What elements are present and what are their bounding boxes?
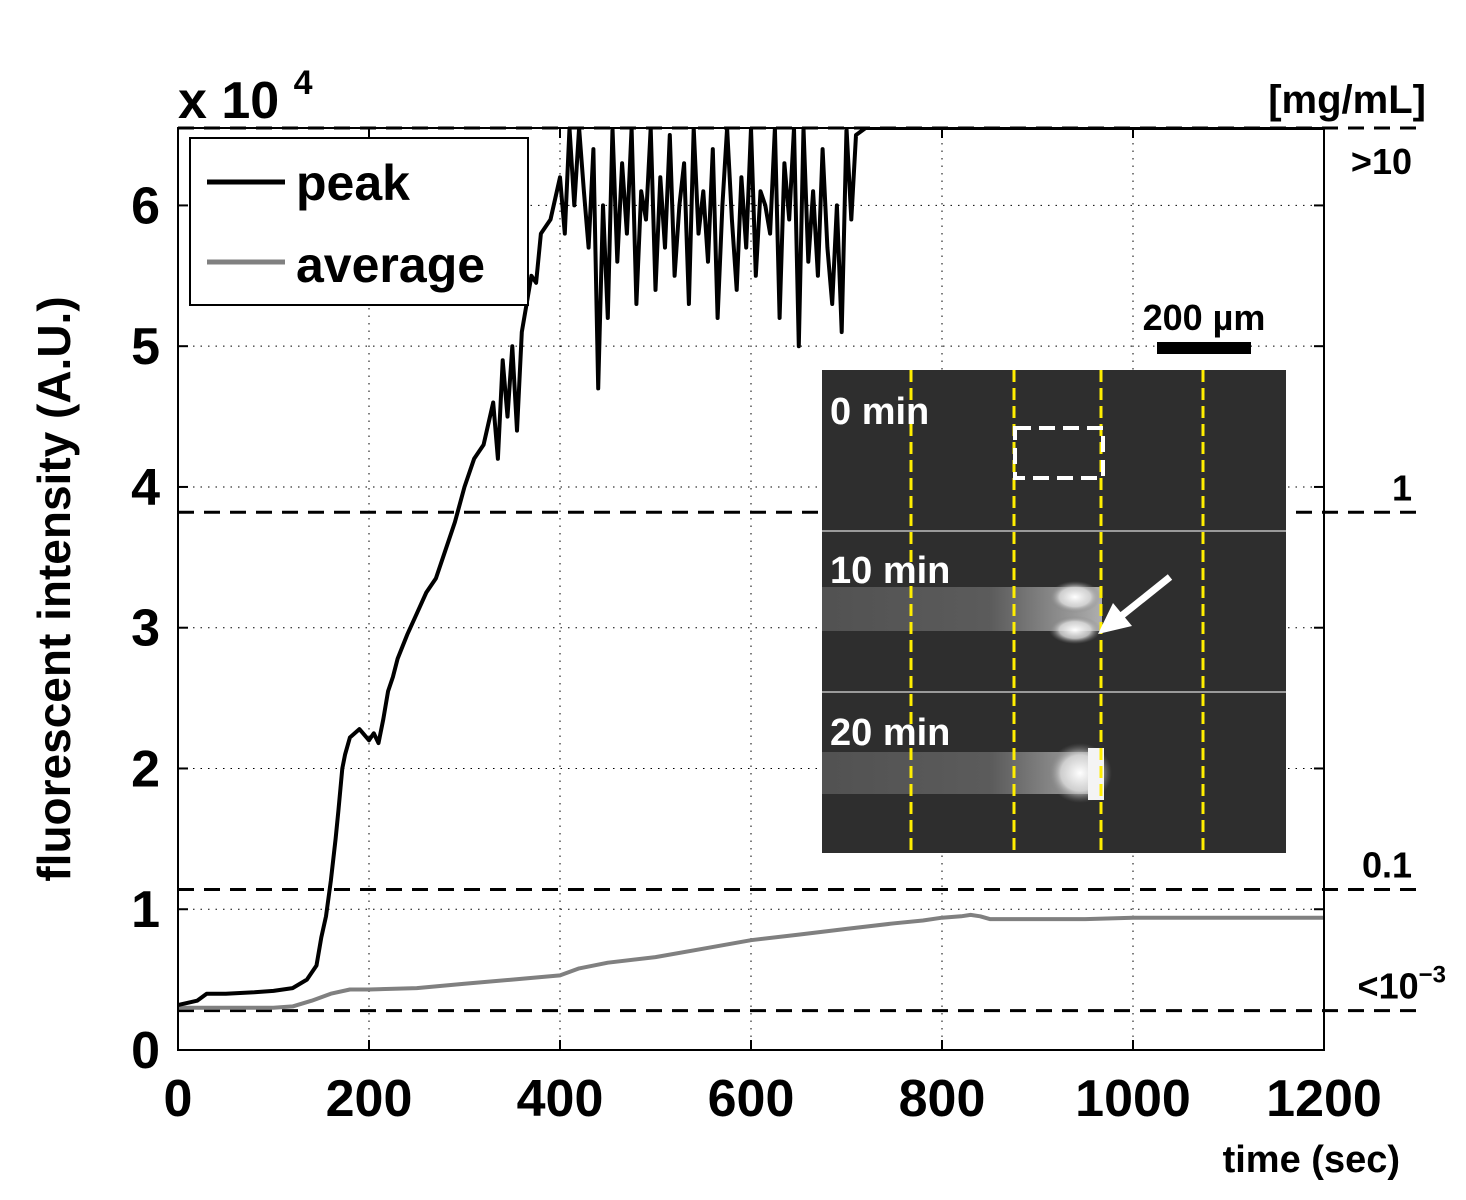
y-tick-labels: 0 1 2 3 4 5 6: [131, 177, 160, 1080]
y-multiplier-base: x 10: [178, 72, 279, 130]
scale-bar-line: [1157, 342, 1251, 354]
inset-roi-box: [1013, 426, 1105, 480]
x-tick-label: 1200: [1266, 1070, 1382, 1128]
x-tick-labels: 0 200 400 600 800 1000 1200: [164, 1070, 1382, 1128]
scale-bar: 200 µm: [1143, 297, 1266, 354]
y-tick-label: 3: [131, 600, 160, 658]
scale-bar-label: 200 µm: [1143, 297, 1266, 338]
y-tick-label: 0: [131, 1022, 160, 1080]
concentration-label: >10: [1351, 141, 1412, 182]
y-tick-label: 5: [131, 318, 160, 376]
x-axis-label: time (sec): [1223, 1139, 1400, 1181]
x-tick-label: 1000: [1075, 1070, 1191, 1128]
legend-label-peak: peak: [296, 155, 410, 211]
x-tick-label: 400: [517, 1070, 604, 1128]
y-tick-label: 4: [131, 459, 160, 517]
legend-label-average: average: [296, 237, 485, 293]
legend: peak average: [189, 137, 529, 306]
concentration-label: 0.1: [1362, 845, 1412, 886]
inset-glow-10min-top: [1049, 581, 1101, 613]
y-axis-label: fluorescent intensity (A.U.): [28, 296, 80, 881]
x-tick-label: 200: [326, 1070, 413, 1128]
y-multiplier: x 10 4: [178, 64, 313, 130]
inset-label-20min: 20 min: [830, 712, 950, 754]
series-line-peak: [178, 128, 1324, 1007]
y-tick-label: 1: [131, 881, 160, 939]
inset-label-10min: 10 min: [830, 550, 950, 592]
x-tick-label: 800: [899, 1070, 986, 1128]
y-multiplier-exponent: 4: [294, 64, 313, 102]
concentration-unit: [mg/mL]: [1268, 78, 1426, 122]
data-series: [178, 128, 1324, 1010]
y-tick-label: 6: [131, 177, 160, 235]
tick-marks: [177, 128, 1325, 1051]
series-line-average: [178, 912, 1324, 1010]
concentration-label: 1: [1392, 467, 1412, 508]
concentration-label: <10−3: [1358, 962, 1446, 1007]
inset-arrow-icon: [1098, 574, 1173, 634]
inset-micrograph: 0 min 10 min 20 min: [822, 370, 1286, 853]
legend-box: [189, 137, 529, 306]
inset-glow-10min-bottom: [1049, 616, 1101, 644]
inset-label-0min: 0 min: [830, 391, 929, 433]
x-tick-label: 0: [164, 1070, 193, 1128]
y-tick-label: 2: [131, 740, 160, 798]
concentration-labels: >10 1 0.1 <10−3: [1351, 141, 1446, 1007]
x-tick-label: 600: [708, 1070, 795, 1128]
